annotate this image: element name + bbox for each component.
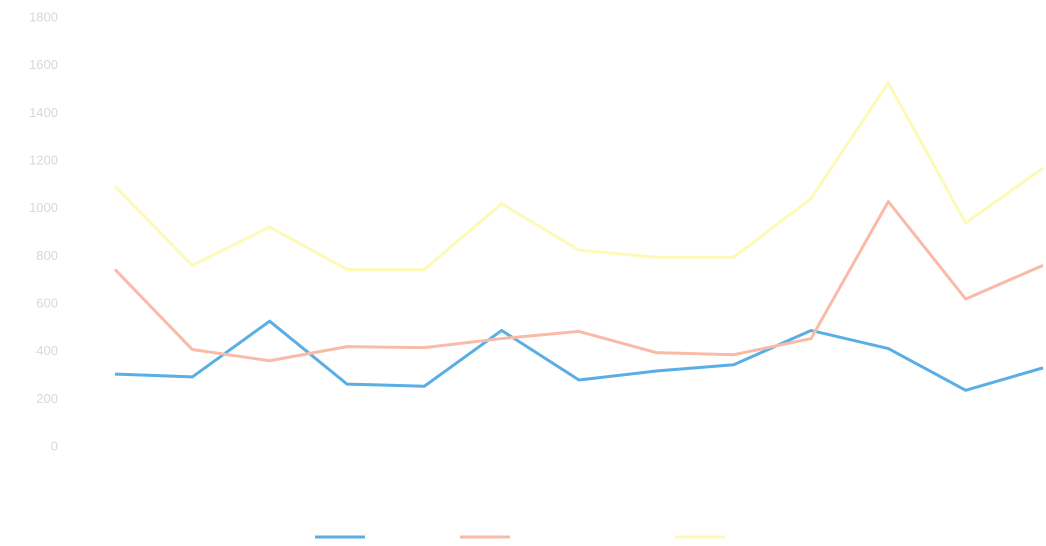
y-tick-label: 1800 <box>29 9 58 24</box>
y-tick-label: 600 <box>36 295 58 310</box>
y-tick-label: 400 <box>36 343 58 358</box>
y-tick-label: 1600 <box>29 57 58 72</box>
y-tick-label: 1200 <box>29 152 58 167</box>
y-tick-label: 200 <box>36 391 58 406</box>
series-line <box>114 319 1044 392</box>
series-line <box>113 81 1044 271</box>
y-tick-label: 1000 <box>29 200 58 215</box>
y-tick-label: 0 <box>51 438 58 453</box>
y-tick-label: 1400 <box>29 105 58 120</box>
series-line <box>113 200 1044 363</box>
y-tick-label: 800 <box>36 248 58 263</box>
